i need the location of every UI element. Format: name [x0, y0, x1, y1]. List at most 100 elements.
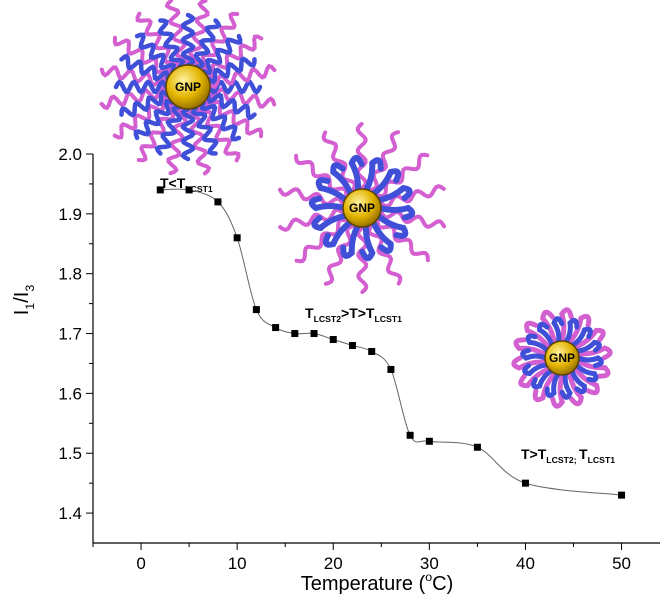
data-point: [348, 342, 356, 350]
nanoparticle-label: GNP: [175, 80, 201, 94]
polymer-chain: [513, 337, 547, 357]
normal-text: C): [432, 573, 453, 595]
polymer-chain: [207, 63, 277, 90]
polymer-chain: [559, 307, 574, 343]
polymer-chain: [522, 362, 551, 377]
polymer-chain: [201, 33, 243, 75]
polymer-chain: [164, 0, 191, 68]
polymer-chain: [206, 92, 257, 121]
polymer-chain: [112, 95, 172, 140]
polymer-chain: [370, 219, 394, 254]
polymer-chain: [567, 371, 584, 407]
polymer-chain: [136, 102, 178, 163]
polymer-chain: [134, 32, 176, 74]
polymer-chain: [375, 184, 413, 204]
polymer-chain: [363, 157, 384, 194]
data-point: [473, 443, 481, 451]
polymer-chain: [278, 207, 345, 232]
polymer-chain: [569, 368, 587, 395]
nanoparticle-label: GNP: [549, 351, 575, 365]
polymer-chain: [278, 187, 345, 207]
polymer-chain: [321, 130, 357, 192]
nanoparticle-label: GNP: [349, 201, 375, 215]
polymer-chain: [154, 105, 183, 156]
micelle-extended: GNP: [99, 0, 277, 176]
x-tick-label: 20: [324, 554, 343, 573]
normal-text: /I: [11, 292, 33, 303]
polymer-chain: [573, 327, 606, 350]
micelle-collapsed: GNP: [511, 307, 613, 409]
polymer-chain: [206, 56, 257, 85]
polymer-chain: [559, 371, 573, 400]
polymer-chain: [190, 105, 219, 156]
polymer-chain: [567, 313, 592, 345]
script-text: LCST2;: [546, 455, 579, 465]
polymer-chain: [355, 122, 368, 190]
polymer-chain: [204, 34, 264, 79]
data-point: [233, 234, 241, 242]
polymer-chain: [550, 373, 565, 409]
polymer-chain: [573, 366, 600, 396]
annotation: T<TLCST1: [160, 175, 213, 194]
polymer-chain: [573, 339, 602, 354]
gold-nanoparticle: [544, 340, 580, 376]
polymer-chain: [356, 226, 369, 294]
polymer-chain: [379, 209, 446, 229]
normal-text: T>T: [521, 446, 547, 462]
polymer-chain: [540, 309, 557, 345]
data-point: [252, 306, 260, 314]
polymer-chain: [375, 152, 430, 199]
polymer-chain: [532, 371, 557, 403]
polymer-chain: [157, 18, 186, 69]
data-point: [214, 198, 222, 206]
polymer-chain: [185, 106, 212, 176]
x-tick-label: 40: [516, 554, 535, 573]
normal-text: Temperature (: [301, 573, 426, 595]
polymer-chain: [520, 347, 549, 361]
polymer-chain: [563, 318, 580, 345]
polymer-chain: [379, 184, 446, 209]
polymer-chain: [569, 326, 593, 348]
polymer-chain: [531, 368, 555, 390]
y-tick-label: 1.7: [58, 325, 82, 344]
y-tick-label: 1.5: [58, 444, 82, 463]
polymer-chain: [577, 345, 613, 361]
annotation: T>TLCST2; TLCST1: [521, 446, 615, 465]
script-text: LCST1: [375, 314, 403, 324]
polymer-chain: [166, 106, 188, 176]
x-axis-label: Temperature (oC): [301, 570, 454, 595]
polymer-chain: [135, 11, 180, 71]
x-tick-label: 10: [228, 554, 247, 573]
polymer-chain: [330, 162, 354, 197]
polymer-chain: [315, 177, 349, 204]
polymer-chain: [511, 355, 547, 371]
data-point: [329, 336, 337, 344]
y-tick-label: 1.4: [58, 504, 82, 523]
polymer-chain: [370, 168, 402, 197]
polymer-chain: [119, 89, 170, 118]
script-text: LCST1: [588, 455, 616, 465]
y-tick-label: 1.8: [58, 265, 82, 284]
y-axis-label: I1/I3: [11, 285, 37, 316]
script-text: LCST1: [185, 184, 213, 194]
polymer-chain: [544, 371, 561, 398]
normal-text: T<T: [160, 175, 186, 191]
polymer-chain: [340, 222, 361, 259]
data-point: [406, 431, 414, 439]
script-text: LCST2: [314, 314, 342, 324]
polymer-chain: [133, 99, 175, 141]
data-point: [185, 186, 193, 194]
polymer-chain: [359, 222, 376, 262]
polymer-chain: [537, 321, 555, 348]
data-point: [310, 330, 318, 338]
normal-text: T: [305, 305, 314, 321]
polymer-chain: [294, 153, 349, 198]
polymer-chain: [377, 204, 416, 221]
data-point: [272, 324, 280, 332]
data-point: [425, 437, 433, 445]
gold-nanoparticle: [342, 188, 382, 228]
polymer-chain: [119, 53, 170, 82]
polymer-chain: [188, 0, 210, 68]
